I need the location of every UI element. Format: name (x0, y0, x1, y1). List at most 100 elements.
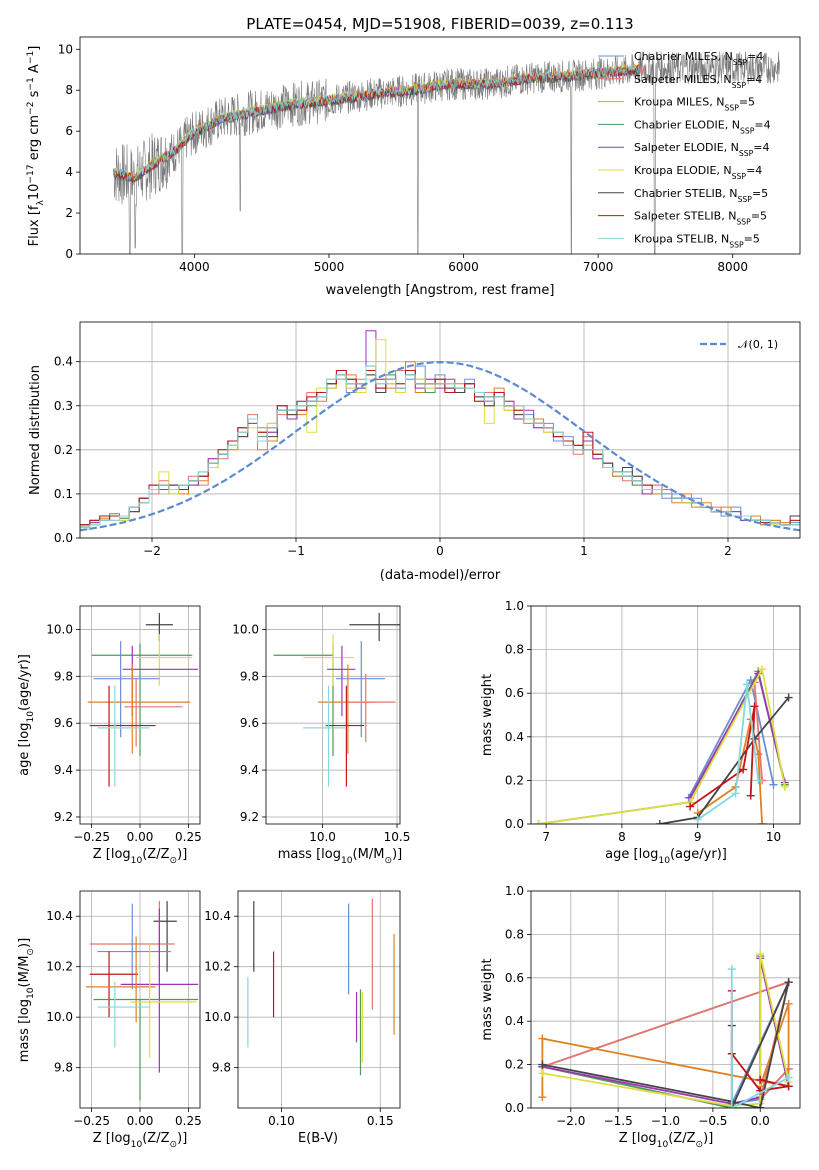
legend-entry-part: Salpeter ELODIE, N (634, 141, 739, 154)
weight-marker (756, 949, 765, 958)
weight-marker (784, 978, 793, 987)
weight-marker (750, 702, 759, 711)
y-tick-label: 2 (65, 206, 73, 220)
y-axis-label-part: age [log (17, 723, 32, 776)
y-tick-label: 9.8 (54, 669, 73, 683)
x-axis-label-part: (M/M (353, 847, 385, 862)
x-tick-label: 0.00 (127, 830, 154, 844)
y-axis-label-part: (M/M (17, 956, 32, 988)
y-axis-label-part: −1 (26, 51, 36, 64)
x-axis-label: wavelength [Angstrom, rest frame] (326, 283, 555, 298)
x-axis-label: Z [log10(Z/Z⊙)] (93, 847, 188, 866)
weight-marker (784, 1073, 793, 1082)
x-axis-label-part: Z [log (93, 847, 131, 862)
model-spectrum-8 (113, 63, 639, 181)
plot-area (534, 665, 793, 824)
weight-marker (780, 782, 789, 791)
legend-entry-part: =4 (746, 73, 762, 86)
x-tick-label: 0.15 (367, 1114, 394, 1128)
y-axis-label-part: 10 (27, 184, 42, 201)
plot-area (85, 901, 199, 1101)
y-tick-label: 0.0 (505, 1101, 524, 1115)
x-tick-label: 10.0 (309, 830, 336, 844)
y-axis-label: age [log10(age/yr)] (17, 654, 36, 776)
axes-residuals: −2 −1 0 1 2 0.0 0.1 0.2 0.3 0.4 (54, 321, 801, 558)
x-tick-label: −1.5 (604, 1114, 633, 1128)
y-tick-label: 9.8 (54, 1061, 73, 1075)
y-axis-label-part: 10 (26, 711, 36, 723)
x-tick-label: 7 (542, 830, 550, 844)
x-tick-label: 0.00 (127, 1114, 154, 1128)
normal-curve (80, 360, 800, 532)
x-tick-label: 8 (618, 830, 626, 844)
y-axis-label-part: A (27, 64, 42, 77)
x-tick-label: 2 (724, 544, 732, 558)
y-tick-label: 10.0 (204, 1010, 231, 1024)
y-tick-label: 0.3 (54, 399, 73, 413)
axes-mass-vs-Z: −0.25 0.00 0.25 9.8 10.0 10.2 10.4 (46, 890, 202, 1128)
x-axis-label-part: 10 (658, 856, 670, 866)
weight-marker (538, 1060, 547, 1069)
x-axis-label-part: )] (703, 1131, 713, 1146)
legend-entry-part: SSP (724, 103, 739, 112)
y-tick-label: 6 (65, 124, 73, 138)
plot-area (113, 51, 781, 254)
legend-entry: Kroupa STELIB, NSSP=5 (634, 232, 760, 249)
x-tick-label: −0.5 (698, 1114, 727, 1128)
y-tick-label: 10.4 (204, 909, 231, 923)
x-tick-label: 0.25 (175, 830, 202, 844)
legend-entry-part: =4 (746, 164, 762, 177)
x-axis-label-part: 10 (657, 1140, 669, 1150)
weight-marker (731, 789, 740, 798)
plot-area (87, 613, 199, 787)
weight-marker (727, 965, 736, 974)
x-tick-label: −1 (287, 544, 305, 558)
y-tick-label: 0.2 (505, 1058, 524, 1072)
x-tick-label: 8000 (717, 260, 748, 274)
y-axis-label: Normed distribution (28, 365, 43, 495)
y-axis-label-part: s (27, 90, 42, 101)
legend-entry: Kroupa MILES, NSSP=5 (634, 96, 755, 113)
y-tick-label: 0.0 (505, 817, 524, 831)
weight-marker (538, 1093, 547, 1102)
y-axis-label-part: )] (17, 938, 32, 948)
legend-entry-part: SSP (732, 80, 747, 89)
weight-marker (655, 820, 664, 824)
y-tick-label: 0.1 (54, 487, 73, 501)
axes-frame (79, 36, 801, 255)
x-tick-label: 7000 (583, 260, 614, 274)
legend-entry: Chabrier MILES, NSSP=4 (634, 50, 763, 67)
weight-marker (538, 1069, 547, 1078)
x-axis-label-part: ⊙ (696, 1140, 704, 1150)
x-tick-label: 9 (694, 830, 702, 844)
x-axis-label: age [log10(age/yr)] (605, 847, 727, 866)
x-axis-label-part: )] (177, 1131, 187, 1146)
y-tick-label: 10.0 (46, 622, 73, 636)
y-axis-label-part: erg cm (27, 115, 42, 164)
weight-marker (754, 776, 763, 785)
histogram-8 (80, 365, 800, 530)
legend-entry-part: =4 (754, 118, 770, 131)
y-tick-label: 9.4 (240, 763, 259, 777)
y-tick-label: 10.2 (46, 960, 73, 974)
weight-marker (746, 791, 755, 800)
y-axis-label: mass weight (480, 674, 495, 756)
axes-frame (265, 605, 401, 825)
y-tick-label: 10.0 (232, 622, 259, 636)
x-axis-label-part: )] (392, 847, 402, 862)
y-tick-label: 4 (65, 165, 73, 179)
y-tick-label: 0.6 (505, 686, 524, 700)
chart-title: PLATE=0454, MJD=51908, FIBERID=0039, z=0… (246, 15, 633, 33)
y-tick-label: 0.2 (54, 443, 73, 457)
x-axis-label-part: 10 (131, 1140, 143, 1150)
x-axis-label: Z [log10(Z/Z⊙)] (93, 1131, 188, 1150)
y-tick-label: 9.4 (54, 763, 73, 777)
y-axis-label-part: −1 (26, 77, 36, 90)
axes-frame (79, 605, 201, 825)
x-tick-label: −2 (143, 544, 161, 558)
legend-entry-part: Chabrier STELIB, N (634, 187, 738, 200)
y-axis-label-part: 10 (26, 987, 36, 999)
x-tick-label: 6000 (448, 260, 479, 274)
axes-mass-vs-ebv: 0.10 0.15 9.8 10.0 10.2 10.4 (204, 890, 401, 1128)
